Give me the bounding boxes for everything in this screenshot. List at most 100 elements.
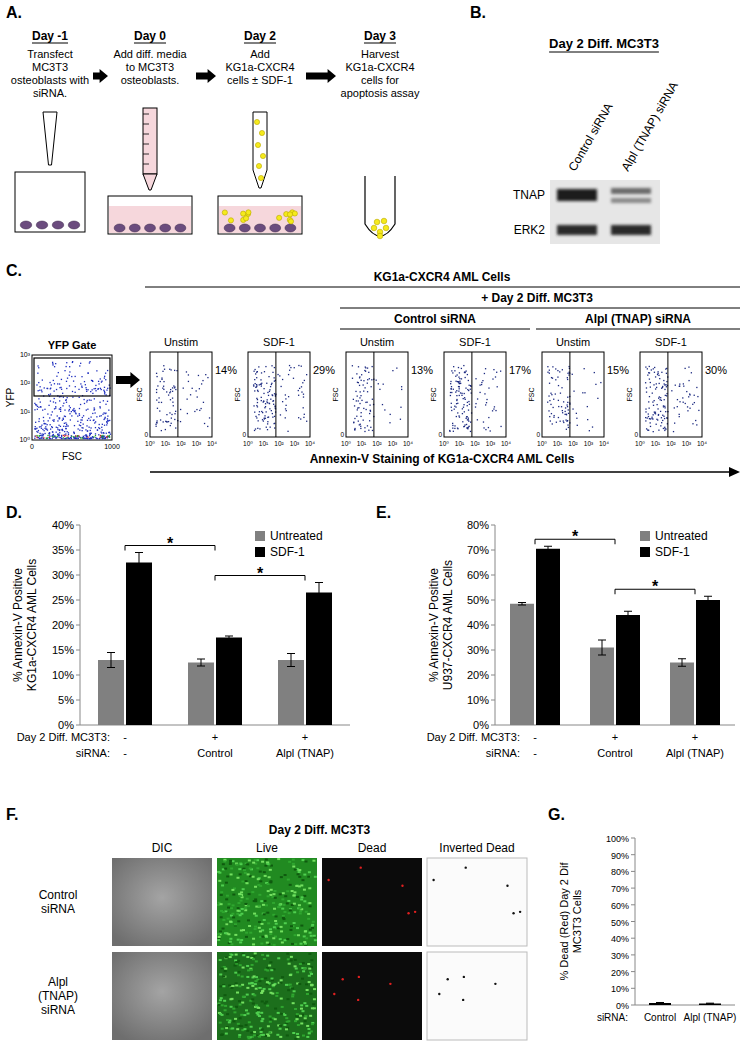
event [651,417,652,418]
event [568,409,569,410]
live-texture [217,939,220,941]
event [663,428,664,429]
event [53,390,54,391]
tick-label: 0 [30,443,34,450]
event [679,401,680,402]
event [101,381,102,382]
event [267,423,268,424]
event [180,409,181,410]
event [558,406,559,407]
event [648,401,649,402]
event [454,370,455,371]
live-texture [303,889,306,891]
error-bar [197,659,205,666]
text-line: Add [250,48,270,60]
event [200,408,201,409]
event [51,426,52,427]
error-bar [544,546,552,551]
event [65,428,66,429]
event [549,400,550,401]
live-texture [269,931,272,933]
dead-cell [465,866,467,868]
event [272,372,273,373]
event [656,383,657,384]
event [46,438,47,439]
live-texture [280,926,283,928]
live-texture [267,883,270,885]
event [449,430,450,431]
live-texture [273,908,276,910]
event [63,426,64,427]
live-texture [249,932,252,934]
event [552,366,553,367]
event [82,437,83,438]
event [582,392,583,393]
significance-label: * [167,535,174,552]
event [656,404,657,405]
event [87,437,88,438]
event [464,424,465,425]
event [364,387,365,388]
event [63,418,64,419]
event [41,433,42,434]
event [38,390,39,391]
event [367,379,368,380]
event [80,425,81,426]
event [79,408,80,409]
live-texture [275,923,278,925]
osteoblast [145,224,156,232]
event [657,408,658,409]
event [451,386,452,387]
event [289,365,290,366]
live-texture [307,876,310,878]
live-texture [269,933,272,935]
osteoblast [285,224,296,232]
event [35,435,36,436]
live-texture [245,932,248,934]
live-texture [226,1026,229,1028]
event [258,420,259,421]
event [553,399,554,400]
tick-label: 10³ [290,440,300,447]
event [261,384,262,385]
event [79,430,80,431]
event [659,399,660,400]
header: + Day 2 Diff. MC3T3 [481,291,593,305]
event [63,397,64,398]
event [285,405,286,406]
event [34,428,35,429]
event [257,402,258,403]
panel-label: A. [6,4,22,21]
live-texture [282,917,285,919]
event [655,376,656,377]
event [666,368,667,369]
live-texture [309,905,312,907]
tick-label: 10³ [192,440,202,447]
event [89,399,90,400]
event [51,384,52,385]
event [78,435,79,436]
event [74,410,75,411]
event [256,384,257,385]
event [264,418,265,419]
event [34,403,35,404]
event [101,415,102,416]
event [306,374,307,375]
event [354,418,355,419]
event [677,399,678,400]
event [464,411,465,412]
event [464,372,465,373]
aml-cell [228,218,233,223]
event [587,419,588,420]
live-texture [240,863,243,865]
event [40,401,41,402]
event [175,411,176,412]
event [269,403,270,404]
event [37,409,38,410]
event [494,406,495,407]
event [256,417,257,418]
event [659,383,660,384]
event [95,433,96,434]
event [107,401,108,402]
event [97,389,98,390]
